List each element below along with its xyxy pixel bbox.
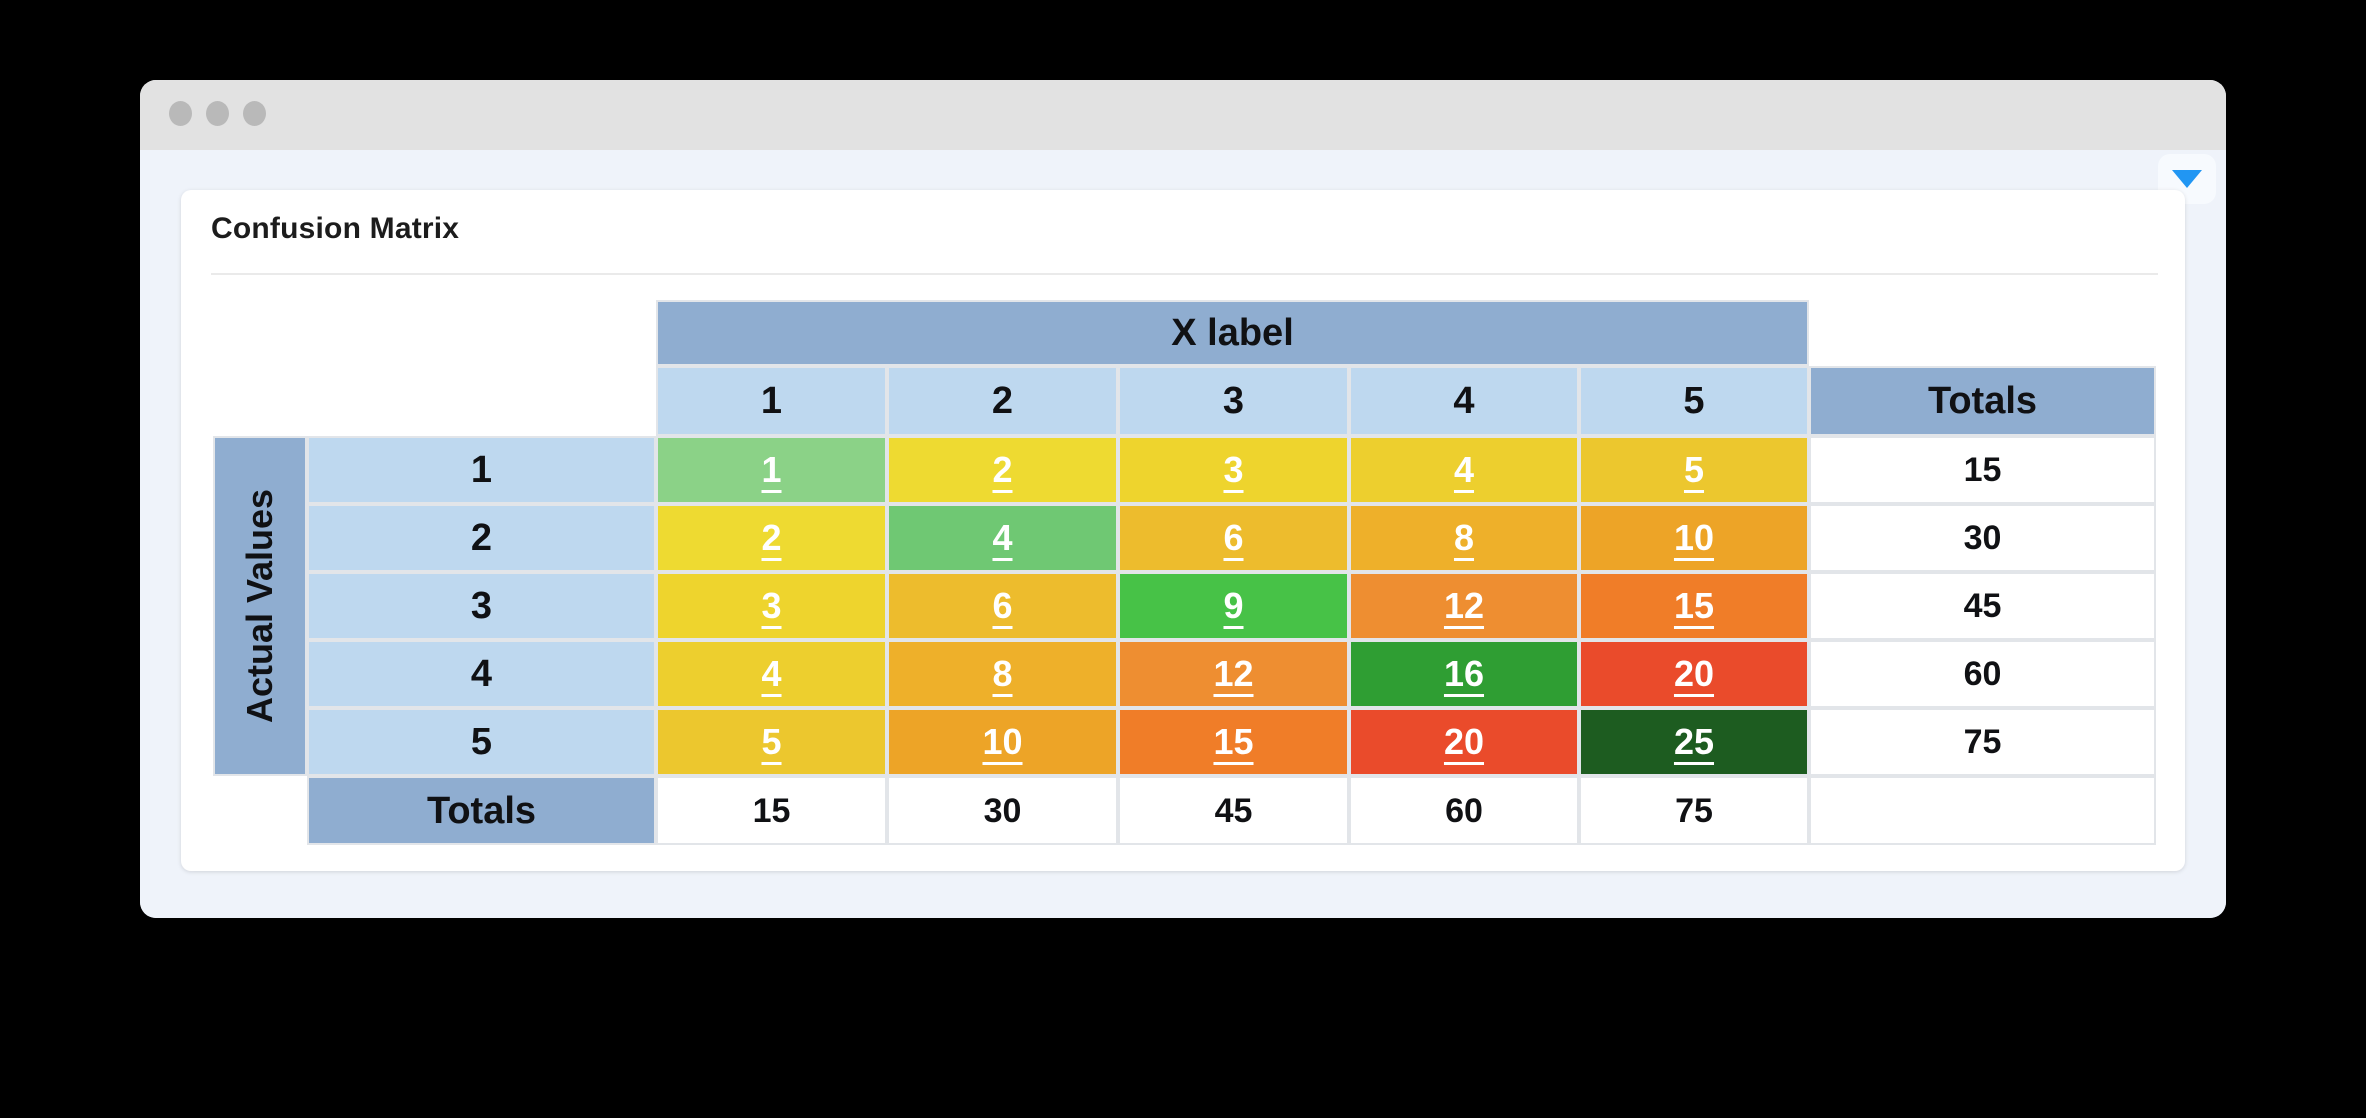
matrix-cell-link[interactable]: 12 [1443, 585, 1485, 626]
matrix-cell-link[interactable]: 4 [1453, 449, 1475, 490]
grand-total-empty-cell [1809, 776, 2156, 845]
matrix-cell: 15 [1118, 708, 1349, 776]
page-title: Confusion Matrix [211, 212, 460, 245]
column-total: 45 [1118, 776, 1349, 845]
matrix-cell: 25 [1579, 708, 1809, 776]
matrix-cell-link[interactable]: 1 [761, 449, 782, 490]
matrix-cell-link[interactable]: 16 [1443, 653, 1485, 694]
matrix-cell: 20 [1579, 640, 1809, 708]
matrix-cell: 5 [1579, 436, 1809, 504]
column-header: 2 [887, 366, 1118, 436]
matrix-cell-link[interactable]: 12 [1213, 653, 1254, 694]
matrix-cell: 6 [1118, 504, 1349, 572]
matrix-cell: 15 [1579, 572, 1809, 640]
matrix-cell: 4 [887, 504, 1118, 572]
totals-column-header: Totals [1809, 366, 2156, 436]
matrix-cell: 1 [656, 436, 887, 504]
matrix-cell: 20 [1349, 708, 1579, 776]
y-axis-label-text: Actual Values [239, 488, 281, 724]
app-window: Confusion Matrix X label 1 2 3 4 5 Total… [140, 80, 2226, 918]
window-dot-icon [169, 101, 192, 126]
row-header: 1 [307, 436, 656, 504]
matrix-cell-link[interactable]: 8 [1453, 517, 1475, 558]
row-header: 2 [307, 504, 656, 572]
row-header: 4 [307, 640, 656, 708]
matrix-cell: 8 [887, 640, 1118, 708]
column-total: 60 [1349, 776, 1579, 845]
matrix-cell-link[interactable]: 5 [1683, 449, 1705, 490]
matrix-cell: 3 [656, 572, 887, 640]
matrix-cell-link[interactable]: 6 [992, 585, 1013, 626]
matrix-cell-link[interactable]: 15 [1213, 721, 1254, 762]
column-total: 75 [1579, 776, 1809, 845]
matrix-cell: 3 [1118, 436, 1349, 504]
column-header: 4 [1349, 366, 1579, 436]
column-header: 3 [1118, 366, 1349, 436]
window-body: Confusion Matrix X label 1 2 3 4 5 Total… [140, 150, 2226, 918]
matrix-cell: 2 [656, 504, 887, 572]
column-header: 5 [1579, 366, 1809, 436]
divider [211, 273, 2158, 275]
window-dot-icon [206, 101, 229, 126]
matrix-cell: 12 [1118, 640, 1349, 708]
matrix-cell: 5 [656, 708, 887, 776]
column-total: 30 [887, 776, 1118, 845]
row-header: 3 [307, 572, 656, 640]
x-axis-label: X label [656, 300, 1809, 366]
matrix-cell: 10 [1579, 504, 1809, 572]
confusion-matrix-card: Confusion Matrix X label 1 2 3 4 5 Total… [181, 190, 2185, 871]
matrix-cell: 2 [887, 436, 1118, 504]
row-total: 60 [1809, 640, 2156, 708]
matrix-cell-link[interactable]: 3 [761, 585, 782, 626]
matrix-cell-link[interactable]: 10 [982, 721, 1023, 762]
matrix-cell-link[interactable]: 2 [992, 449, 1013, 490]
matrix-cell: 4 [656, 640, 887, 708]
matrix-cell: 9 [1118, 572, 1349, 640]
matrix-cell-link[interactable]: 20 [1443, 721, 1485, 762]
matrix-cell-link[interactable]: 2 [761, 517, 782, 558]
matrix-cell-link[interactable]: 8 [992, 653, 1013, 694]
matrix-cell-link[interactable]: 25 [1673, 721, 1715, 762]
matrix-cell-link[interactable]: 9 [1223, 585, 1244, 626]
chevron-down-icon [2172, 170, 2202, 188]
matrix-cell: 16 [1349, 640, 1579, 708]
row-total: 45 [1809, 572, 2156, 640]
matrix-cell-link[interactable]: 3 [1223, 449, 1244, 490]
matrix-cell: 8 [1349, 504, 1579, 572]
column-total: 15 [656, 776, 887, 845]
matrix-cell: 4 [1349, 436, 1579, 504]
row-total: 75 [1809, 708, 2156, 776]
window-dot-icon [243, 101, 266, 126]
matrix-cell-link[interactable]: 4 [992, 517, 1013, 558]
matrix-cell-link[interactable]: 4 [761, 653, 782, 694]
matrix-cell: 10 [887, 708, 1118, 776]
matrix-cell-link[interactable]: 5 [761, 721, 782, 762]
matrix-cell-link[interactable]: 15 [1673, 585, 1715, 626]
totals-row-label: Totals [307, 776, 656, 845]
matrix-cell-link[interactable]: 6 [1223, 517, 1244, 558]
matrix-cell-link[interactable]: 20 [1673, 653, 1715, 694]
matrix-cell: 12 [1349, 572, 1579, 640]
row-header: 5 [307, 708, 656, 776]
window-titlebar [140, 80, 2226, 150]
y-axis-label: Actual Values [213, 436, 307, 776]
row-total: 15 [1809, 436, 2156, 504]
confusion-matrix-table: X label 1 2 3 4 5 Totals Actual Values 1… [213, 300, 2156, 845]
matrix-cell: 6 [887, 572, 1118, 640]
matrix-cell-link[interactable]: 10 [1673, 517, 1715, 558]
row-total: 30 [1809, 504, 2156, 572]
column-header: 1 [656, 366, 887, 436]
